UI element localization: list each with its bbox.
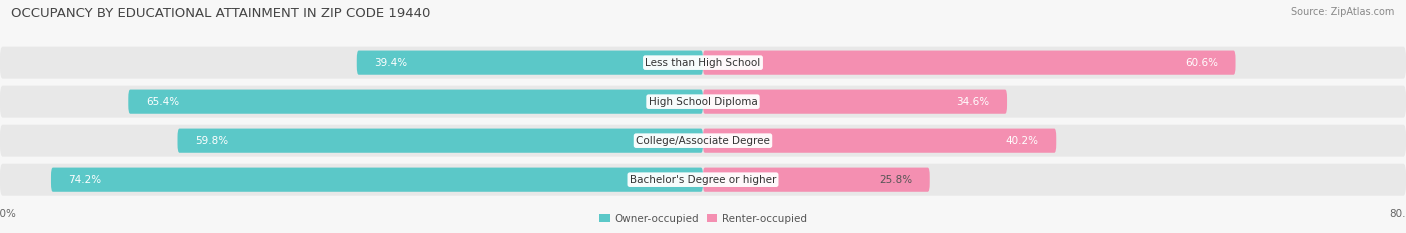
Text: 60.6%: 60.6% bbox=[1185, 58, 1218, 68]
Legend: Owner-occupied, Renter-occupied: Owner-occupied, Renter-occupied bbox=[595, 209, 811, 228]
Text: Less than High School: Less than High School bbox=[645, 58, 761, 68]
FancyBboxPatch shape bbox=[703, 129, 1056, 153]
Text: 39.4%: 39.4% bbox=[374, 58, 408, 68]
FancyBboxPatch shape bbox=[0, 86, 1406, 118]
FancyBboxPatch shape bbox=[703, 89, 1007, 114]
Text: 25.8%: 25.8% bbox=[879, 175, 912, 185]
FancyBboxPatch shape bbox=[177, 129, 703, 153]
Text: College/Associate Degree: College/Associate Degree bbox=[636, 136, 770, 146]
Text: High School Diploma: High School Diploma bbox=[648, 97, 758, 107]
FancyBboxPatch shape bbox=[357, 51, 703, 75]
Text: 59.8%: 59.8% bbox=[195, 136, 228, 146]
FancyBboxPatch shape bbox=[0, 125, 1406, 157]
Text: 74.2%: 74.2% bbox=[69, 175, 101, 185]
Text: OCCUPANCY BY EDUCATIONAL ATTAINMENT IN ZIP CODE 19440: OCCUPANCY BY EDUCATIONAL ATTAINMENT IN Z… bbox=[11, 7, 430, 20]
FancyBboxPatch shape bbox=[128, 89, 703, 114]
Text: Source: ZipAtlas.com: Source: ZipAtlas.com bbox=[1291, 7, 1395, 17]
FancyBboxPatch shape bbox=[0, 47, 1406, 79]
Text: 34.6%: 34.6% bbox=[956, 97, 990, 107]
FancyBboxPatch shape bbox=[703, 51, 1236, 75]
FancyBboxPatch shape bbox=[51, 168, 703, 192]
FancyBboxPatch shape bbox=[0, 164, 1406, 196]
FancyBboxPatch shape bbox=[703, 168, 929, 192]
Text: Bachelor's Degree or higher: Bachelor's Degree or higher bbox=[630, 175, 776, 185]
Text: 65.4%: 65.4% bbox=[146, 97, 179, 107]
Text: 40.2%: 40.2% bbox=[1005, 136, 1039, 146]
